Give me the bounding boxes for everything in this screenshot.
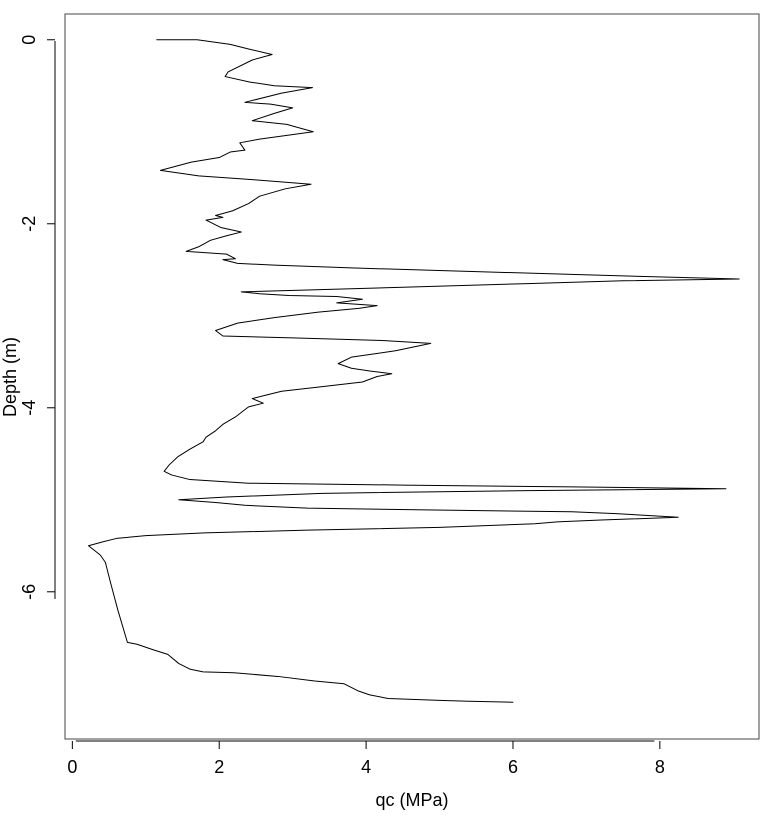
y-tick-label: -6 <box>19 584 39 600</box>
y-tick-label: -4 <box>19 400 39 416</box>
y-axis: 0 -2 -4 -6 <box>19 35 56 600</box>
plot-frame <box>64 13 760 740</box>
y-tick-label: 0 <box>19 35 39 45</box>
x-tick-label: 8 <box>655 757 665 777</box>
y-axis-label: Depth (m) <box>0 337 20 417</box>
y-tick-label: -2 <box>19 216 39 232</box>
x-tick-label: 2 <box>214 757 224 777</box>
series-layer <box>88 39 740 703</box>
x-tick-label: 0 <box>67 757 77 777</box>
x-tick-label: 4 <box>361 757 371 777</box>
series-line <box>88 39 740 703</box>
x-axis: 0 2 4 6 8 <box>67 740 665 777</box>
x-axis-label: qc (MPa) <box>375 790 448 810</box>
x-tick-label: 6 <box>508 757 518 777</box>
